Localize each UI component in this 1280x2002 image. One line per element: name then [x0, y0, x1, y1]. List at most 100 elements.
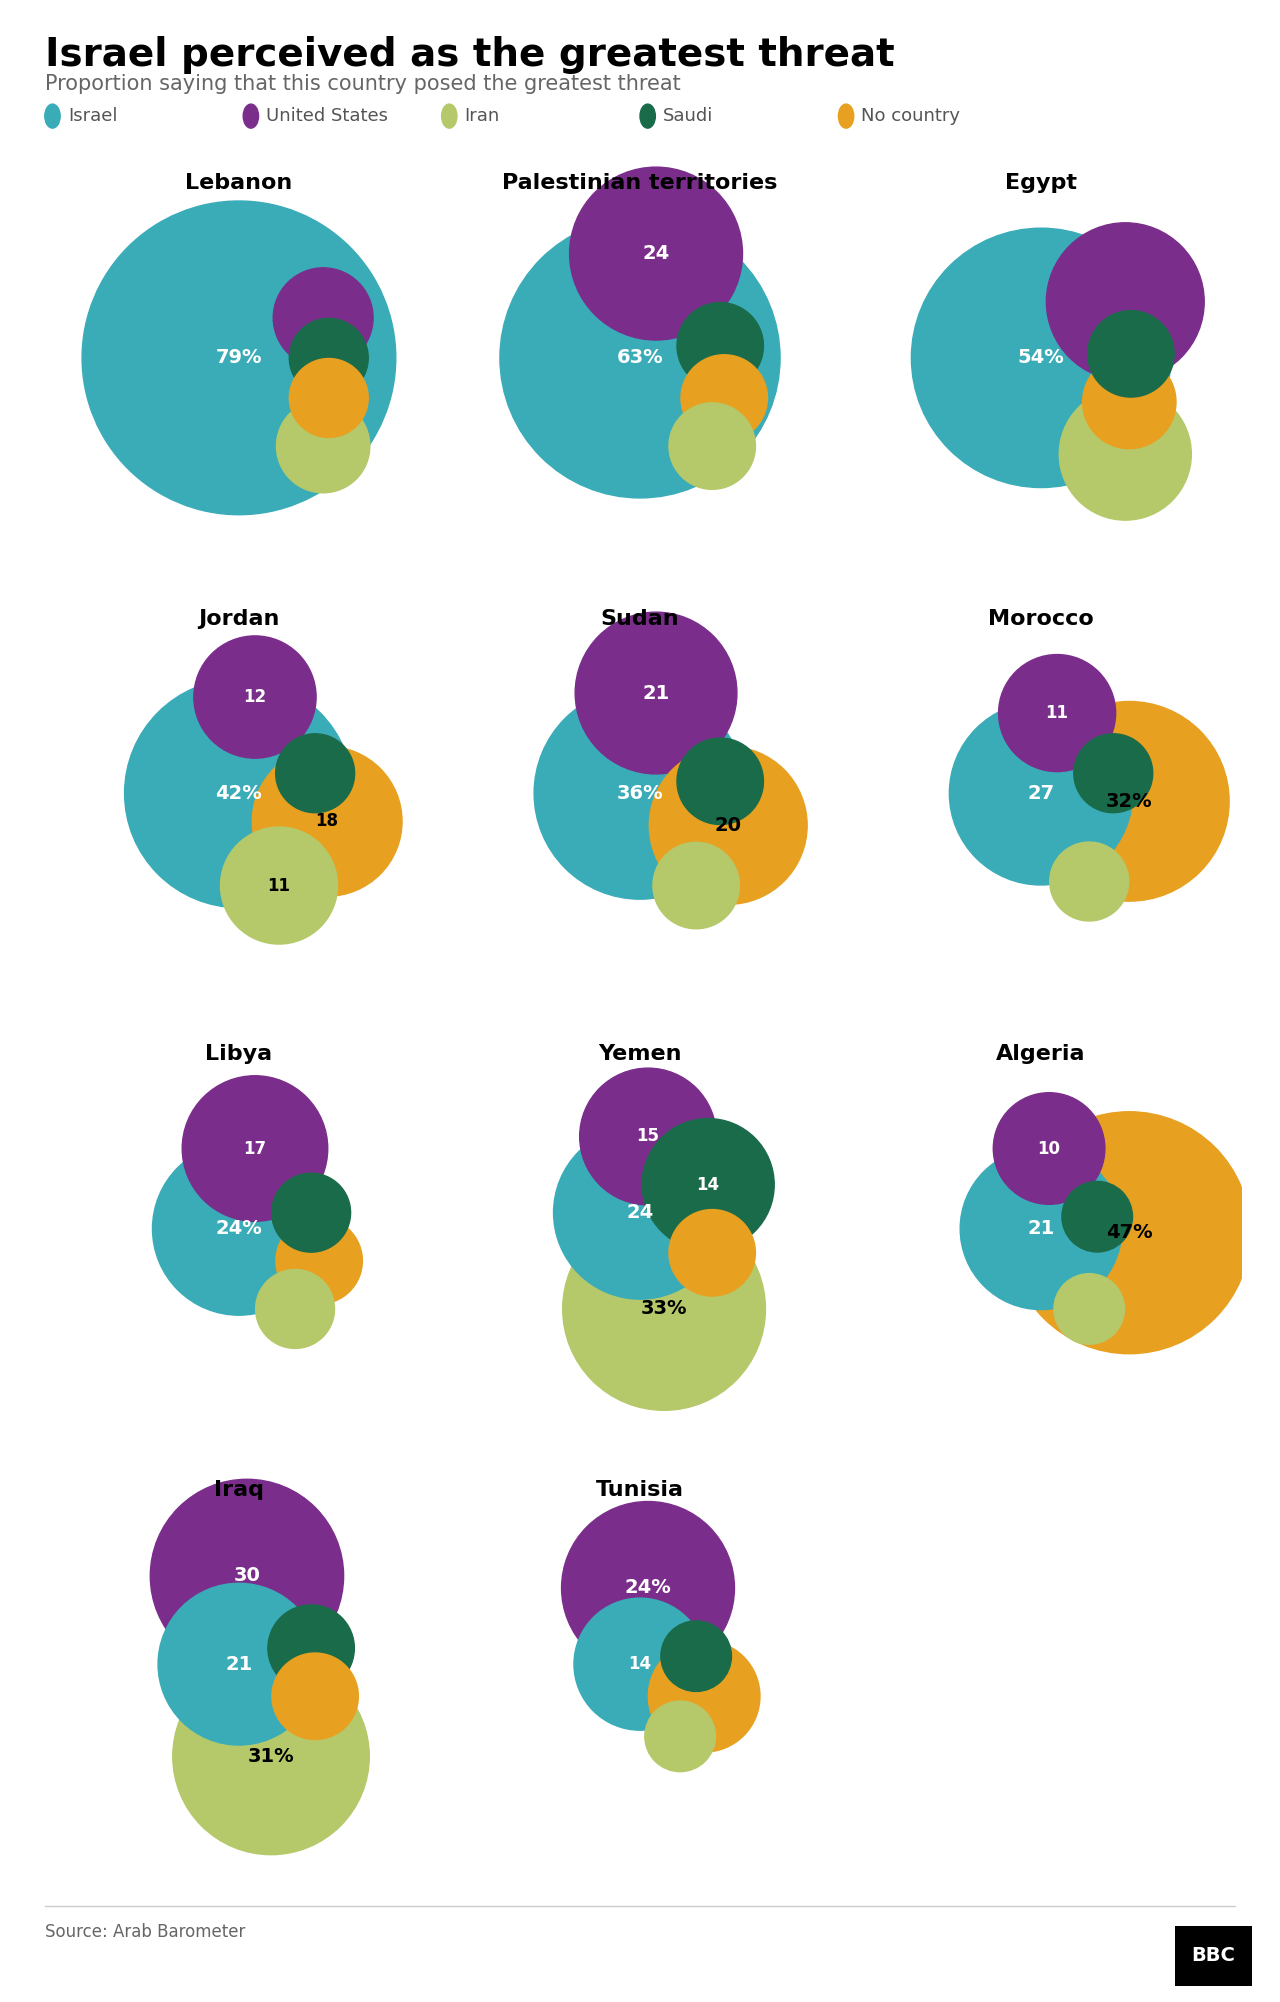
- Text: Libya: Libya: [205, 1045, 273, 1065]
- Circle shape: [643, 1119, 774, 1251]
- Text: Israel perceived as the greatest threat: Israel perceived as the greatest threat: [45, 36, 895, 74]
- Circle shape: [645, 1702, 716, 1772]
- Circle shape: [173, 1658, 369, 1854]
- Text: No country: No country: [861, 108, 960, 124]
- Circle shape: [289, 358, 369, 436]
- Circle shape: [575, 613, 737, 775]
- Text: 27: 27: [1028, 785, 1055, 803]
- Circle shape: [271, 1173, 351, 1251]
- Text: BBC: BBC: [1192, 1946, 1235, 1966]
- Text: 14: 14: [696, 1175, 719, 1193]
- Circle shape: [150, 1479, 343, 1672]
- Circle shape: [573, 1598, 707, 1730]
- Circle shape: [276, 1217, 362, 1303]
- Circle shape: [553, 1127, 727, 1299]
- Text: 12: 12: [243, 689, 266, 707]
- Circle shape: [998, 655, 1116, 771]
- Circle shape: [500, 218, 780, 498]
- Circle shape: [1009, 1111, 1251, 1353]
- Text: 24: 24: [643, 244, 669, 262]
- Circle shape: [1083, 354, 1176, 448]
- Circle shape: [562, 1502, 735, 1674]
- Circle shape: [157, 1584, 320, 1746]
- Circle shape: [271, 1654, 358, 1740]
- Circle shape: [252, 747, 402, 897]
- Text: 21: 21: [1028, 1219, 1055, 1237]
- Text: 24%: 24%: [215, 1219, 262, 1237]
- Circle shape: [82, 200, 396, 515]
- Circle shape: [993, 1093, 1105, 1205]
- Text: Saudi: Saudi: [663, 108, 713, 124]
- Text: 21: 21: [225, 1656, 252, 1674]
- Text: Palestinian territories: Palestinian territories: [502, 174, 778, 194]
- Circle shape: [273, 268, 372, 368]
- Circle shape: [563, 1207, 765, 1409]
- Circle shape: [649, 747, 808, 905]
- Text: Jordan: Jordan: [198, 609, 279, 629]
- Text: Israel: Israel: [68, 108, 118, 124]
- Circle shape: [1074, 735, 1153, 813]
- Circle shape: [677, 302, 763, 388]
- Text: Source: Arab Barometer: Source: Arab Barometer: [45, 1924, 246, 1940]
- Text: 10: 10: [1038, 1139, 1061, 1157]
- Text: 18: 18: [316, 813, 339, 831]
- Circle shape: [193, 637, 316, 759]
- Circle shape: [256, 1269, 334, 1349]
- Text: 24: 24: [626, 1203, 654, 1221]
- Text: 63%: 63%: [617, 348, 663, 366]
- Circle shape: [677, 739, 763, 825]
- Circle shape: [220, 827, 338, 945]
- Circle shape: [276, 400, 370, 492]
- Text: 14: 14: [628, 1656, 652, 1674]
- Text: 32%: 32%: [1106, 793, 1152, 811]
- Text: 54%: 54%: [1018, 348, 1065, 366]
- Circle shape: [152, 1143, 325, 1315]
- Text: 79%: 79%: [216, 348, 262, 366]
- Circle shape: [182, 1075, 328, 1221]
- Text: United States: United States: [266, 108, 388, 124]
- Text: Proportion saying that this country posed the greatest threat: Proportion saying that this country pose…: [45, 74, 681, 94]
- Circle shape: [681, 354, 768, 440]
- Text: Iran: Iran: [465, 108, 500, 124]
- Text: 11: 11: [1046, 705, 1069, 723]
- Circle shape: [570, 166, 742, 340]
- Text: 24%: 24%: [625, 1578, 672, 1598]
- Text: 30: 30: [233, 1566, 260, 1586]
- Circle shape: [289, 318, 369, 396]
- Circle shape: [669, 1209, 755, 1295]
- Circle shape: [669, 402, 755, 488]
- Circle shape: [653, 843, 740, 929]
- Text: Tunisia: Tunisia: [596, 1479, 684, 1499]
- Circle shape: [960, 1147, 1123, 1309]
- Circle shape: [1062, 1181, 1133, 1251]
- Circle shape: [580, 1069, 717, 1205]
- Circle shape: [1088, 310, 1174, 396]
- Text: 21: 21: [643, 683, 669, 703]
- Circle shape: [911, 228, 1171, 488]
- Circle shape: [268, 1606, 355, 1692]
- Text: Algeria: Algeria: [996, 1045, 1085, 1065]
- Text: Lebanon: Lebanon: [186, 174, 293, 194]
- Text: 42%: 42%: [215, 785, 262, 803]
- Text: 33%: 33%: [641, 1299, 687, 1319]
- Text: Yemen: Yemen: [598, 1045, 682, 1065]
- Circle shape: [1053, 1273, 1125, 1343]
- Circle shape: [534, 687, 746, 899]
- Text: 17: 17: [243, 1139, 266, 1157]
- Text: 15: 15: [636, 1127, 659, 1145]
- Circle shape: [1060, 388, 1192, 521]
- Circle shape: [660, 1622, 731, 1692]
- Circle shape: [124, 679, 353, 907]
- Circle shape: [275, 735, 355, 813]
- Text: Egypt: Egypt: [1005, 174, 1076, 194]
- Text: Morocco: Morocco: [988, 609, 1094, 629]
- Circle shape: [950, 701, 1133, 885]
- Text: Sudan: Sudan: [600, 609, 680, 629]
- Text: 11: 11: [268, 877, 291, 895]
- Text: 20: 20: [714, 817, 741, 835]
- Text: 47%: 47%: [1106, 1223, 1152, 1241]
- Text: 36%: 36%: [617, 785, 663, 803]
- Text: 31%: 31%: [248, 1748, 294, 1766]
- Circle shape: [1046, 222, 1204, 380]
- Circle shape: [1050, 843, 1129, 921]
